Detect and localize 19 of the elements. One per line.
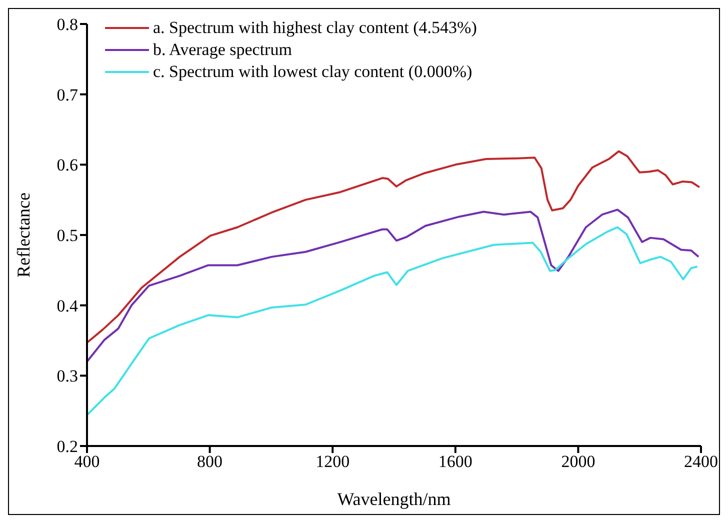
x-tick-label: 1200 xyxy=(316,452,350,472)
line-series xyxy=(87,208,700,363)
x-tick-label: 2000 xyxy=(561,452,596,472)
line-series xyxy=(87,150,700,344)
y-tick-label: 0.3 xyxy=(56,366,78,386)
y-tick-label: 0.7 xyxy=(56,85,78,104)
x-axis-title: Wavelength/nm xyxy=(337,488,451,509)
y-tick-label: 0.6 xyxy=(56,156,78,175)
x-tick-label: 1600 xyxy=(438,452,472,472)
line-series xyxy=(87,226,698,416)
x-tick-label: 2400 xyxy=(684,452,718,472)
legend-label: b. Average spectrum xyxy=(153,39,292,61)
y-axis-title: Reflectance xyxy=(13,192,34,278)
y-tick-label: 0.8 xyxy=(56,15,78,34)
y-tick-label: 0.4 xyxy=(56,296,78,316)
y-tick-label: 0.5 xyxy=(56,226,78,246)
x-tick-label: 800 xyxy=(197,452,223,472)
legend-label: a. Spectrum with highest clay content (4.543%) xyxy=(153,17,477,39)
legend-label: c. Spectrum with lowest clay content (0.000%) xyxy=(153,61,472,83)
